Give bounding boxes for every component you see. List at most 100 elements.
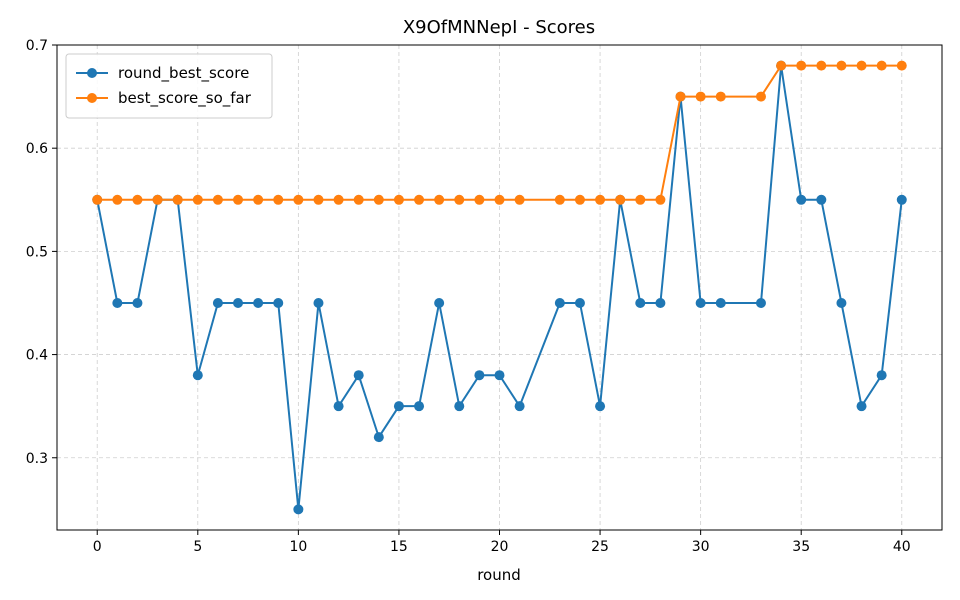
x-tick-label: 0 bbox=[93, 539, 102, 555]
data-point bbox=[574, 194, 585, 205]
data-point bbox=[393, 194, 404, 205]
data-point bbox=[474, 194, 485, 205]
data-point bbox=[755, 91, 766, 102]
data-point bbox=[192, 194, 203, 205]
series-round_best_score bbox=[92, 60, 907, 515]
data-point bbox=[695, 91, 706, 102]
data-point bbox=[414, 194, 425, 205]
data-point bbox=[373, 194, 384, 205]
data-point bbox=[212, 194, 223, 205]
legend-label: round_best_score bbox=[118, 64, 249, 83]
data-point bbox=[112, 194, 123, 205]
data-point bbox=[695, 297, 706, 308]
data-point bbox=[233, 297, 244, 308]
x-tick-label: 10 bbox=[289, 539, 307, 555]
data-point bbox=[755, 297, 766, 308]
legend-label: best_score_so_far bbox=[118, 89, 252, 108]
data-point bbox=[836, 60, 847, 71]
y-tick-label: 0.5 bbox=[26, 244, 48, 260]
data-point bbox=[896, 60, 907, 71]
data-point bbox=[212, 297, 223, 308]
x-tick-label: 20 bbox=[491, 539, 509, 555]
data-point bbox=[333, 194, 344, 205]
data-point bbox=[574, 297, 585, 308]
data-point bbox=[112, 297, 123, 308]
data-point bbox=[353, 194, 364, 205]
x-tick-label: 5 bbox=[193, 539, 202, 555]
x-tick-label: 15 bbox=[390, 539, 408, 555]
data-point bbox=[293, 504, 304, 515]
legend: round_best_score best_score_so_far bbox=[65, 53, 273, 119]
data-point bbox=[655, 297, 666, 308]
data-point bbox=[273, 297, 284, 308]
data-point bbox=[474, 370, 485, 381]
x-tick-label: 30 bbox=[692, 539, 710, 555]
y-tick-label: 0.7 bbox=[26, 38, 48, 54]
data-point bbox=[353, 370, 364, 381]
data-point bbox=[514, 401, 525, 412]
data-point bbox=[152, 194, 163, 205]
y-tick-label: 0.3 bbox=[26, 451, 48, 467]
data-point bbox=[313, 194, 324, 205]
x-axis: 0 5 10 15 20 25 30 35 40 bbox=[93, 530, 911, 555]
legend-marker bbox=[87, 68, 97, 78]
data-point bbox=[655, 194, 666, 205]
data-point bbox=[132, 194, 143, 205]
data-point bbox=[253, 194, 264, 205]
x-tick-label: 40 bbox=[893, 539, 911, 555]
data-point bbox=[776, 60, 787, 71]
data-point bbox=[796, 194, 807, 205]
data-point bbox=[715, 91, 726, 102]
x-tick-label: 25 bbox=[591, 539, 609, 555]
data-point bbox=[796, 60, 807, 71]
data-point bbox=[434, 194, 445, 205]
data-point bbox=[494, 194, 505, 205]
data-point bbox=[615, 194, 626, 205]
data-point bbox=[595, 194, 606, 205]
data-point bbox=[876, 60, 887, 71]
data-point bbox=[333, 401, 344, 412]
data-point bbox=[896, 194, 907, 205]
data-point bbox=[92, 194, 103, 205]
data-point bbox=[172, 194, 183, 205]
data-point bbox=[715, 297, 726, 308]
data-point bbox=[856, 401, 867, 412]
data-point bbox=[434, 297, 445, 308]
x-axis-label: round bbox=[477, 566, 521, 584]
data-point bbox=[635, 297, 646, 308]
data-point bbox=[414, 401, 425, 412]
data-point bbox=[635, 194, 646, 205]
data-point bbox=[132, 297, 143, 308]
data-point bbox=[554, 194, 565, 205]
data-point bbox=[675, 91, 686, 102]
x-tick-label: 35 bbox=[792, 539, 810, 555]
grid bbox=[57, 44, 942, 530]
data-point bbox=[233, 194, 244, 205]
y-axis: 0.3 0.4 0.5 0.6 0.7 bbox=[26, 38, 57, 467]
data-point bbox=[494, 370, 505, 381]
data-point bbox=[373, 432, 384, 443]
legend-marker bbox=[87, 93, 97, 103]
data-point bbox=[816, 194, 827, 205]
data-point bbox=[273, 194, 284, 205]
data-point bbox=[454, 401, 465, 412]
data-point bbox=[554, 297, 565, 308]
data-point bbox=[514, 194, 525, 205]
data-point bbox=[454, 194, 465, 205]
data-point bbox=[816, 60, 827, 71]
data-point bbox=[393, 401, 404, 412]
data-point bbox=[313, 297, 324, 308]
data-point bbox=[856, 60, 867, 71]
data-point bbox=[836, 297, 847, 308]
series-layer bbox=[92, 60, 907, 515]
legend-box bbox=[65, 53, 273, 119]
series-best_score_so_far bbox=[92, 60, 907, 205]
data-point bbox=[876, 370, 887, 381]
data-point bbox=[595, 401, 606, 412]
y-tick-label: 0.4 bbox=[26, 348, 48, 364]
chart-title: X9OfMNNepI - Scores bbox=[403, 17, 595, 38]
y-tick-label: 0.6 bbox=[26, 141, 48, 157]
data-point bbox=[192, 370, 203, 381]
data-point bbox=[293, 194, 304, 205]
